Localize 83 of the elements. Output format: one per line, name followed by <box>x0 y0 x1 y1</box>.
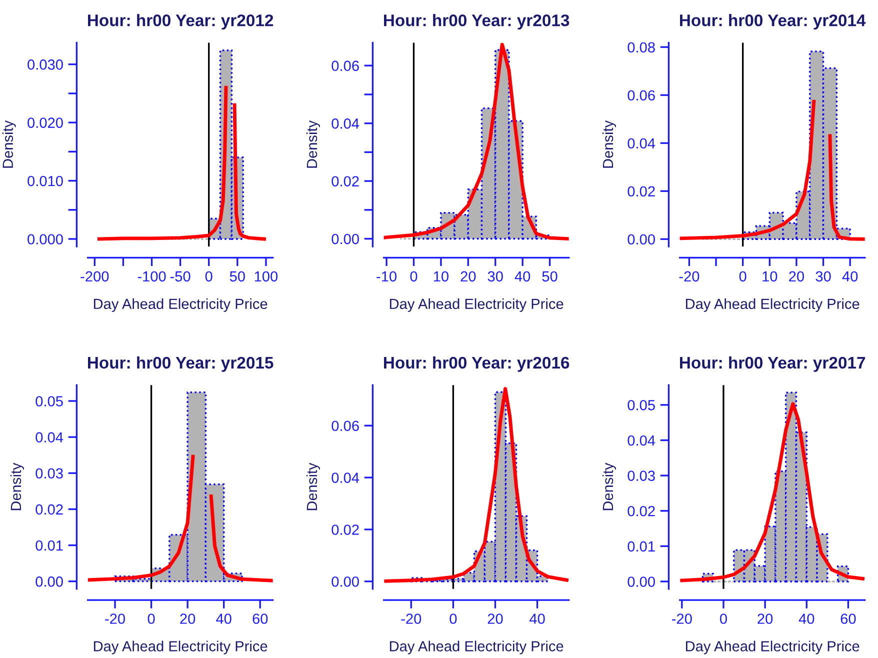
y-tick-label: 0.03 <box>628 470 655 481</box>
x-tick-label: 20 <box>460 271 476 282</box>
x-axis-title: Day Ahead Electricity Price <box>686 298 860 312</box>
chart-title: Hour: hr00 Year: yr2017 <box>680 356 866 372</box>
x-tick-label: 40 <box>842 271 858 282</box>
y-tick-label: 0.010 <box>28 176 63 186</box>
x-tick-label: 60 <box>252 614 268 624</box>
y-tick-label: 0.02 <box>332 524 359 535</box>
y-tick-label: 0.04 <box>628 138 656 149</box>
x-tick-label: 40 <box>514 271 530 282</box>
y-axis-title: Density <box>10 462 24 510</box>
y-tick-label: 0.000 <box>28 234 63 244</box>
x-tick-label: 50 <box>230 271 245 282</box>
y-axis-title: Density <box>2 120 16 168</box>
line-series <box>680 402 864 582</box>
y-tick-label: 0.05 <box>628 400 655 410</box>
y-tick-label: 0.00 <box>628 576 655 587</box>
x-tick-label: 60 <box>840 614 856 624</box>
x-tick-label: -100 <box>138 271 166 282</box>
x-tick-label: 0 <box>720 614 727 624</box>
y-axis-title: Density <box>306 462 320 510</box>
y-tick-label: 0.08 <box>628 42 655 53</box>
x-tick-label: 10 <box>434 271 448 282</box>
x-tick-label: -10 <box>376 271 396 282</box>
y-tick-label: 0.00 <box>36 576 63 587</box>
y-tick-label: 0.06 <box>332 420 359 432</box>
x-tick-label: 40 <box>798 614 814 624</box>
x-tick-label: 20 <box>488 614 503 624</box>
x-axis-title: Day Ahead Electricity Price <box>94 298 268 312</box>
x-axis-title: Day Ahead Electricity Price <box>390 298 564 312</box>
y-tick-label: 0.06 <box>332 60 359 71</box>
x-tick-label: 30 <box>816 271 831 282</box>
y-tick-label: 0.02 <box>332 176 359 186</box>
y-tick-label: 0.02 <box>628 186 655 197</box>
x-tick-label: 40 <box>216 614 232 624</box>
y-tick-label: 0.01 <box>628 541 655 552</box>
chart-title: Hour: hr00 Year: yr2015 <box>88 356 274 372</box>
x-axis-title: Day Ahead Electricity Price <box>686 640 860 654</box>
y-tick-label: 0.04 <box>332 472 360 483</box>
chart-title: Hour: hr00 Year: yr2014 <box>680 14 866 30</box>
x-axis-title: Day Ahead Electricity Price <box>94 640 268 654</box>
x-tick-label: 50 <box>542 271 558 282</box>
x-axis-title: Day Ahead Electricity Price <box>390 640 564 654</box>
x-tick-label: -20 <box>679 271 700 282</box>
y-tick-label: 0.00 <box>332 234 359 244</box>
y-axis-title: Density <box>306 120 320 168</box>
y-tick-label: 0.00 <box>628 234 655 245</box>
chart-title: Hour: hr00 Year: yr2013 <box>384 14 570 30</box>
x-tick-label: 40 <box>530 614 545 624</box>
x-tick-label: 20 <box>180 614 196 624</box>
x-tick-label: -20 <box>672 614 692 624</box>
x-tick-label: -50 <box>170 271 190 282</box>
y-tick-label: 0.03 <box>36 468 63 479</box>
x-tick-label: 0 <box>205 271 212 282</box>
chart-title: Hour: hr00 Year: yr2016 <box>384 356 570 372</box>
x-tick-label: 0 <box>410 271 418 282</box>
x-tick-label: 20 <box>789 271 804 282</box>
y-tick-label: 0.030 <box>28 59 63 70</box>
x-tick-label: 30 <box>488 271 503 282</box>
y-axis-title: Density <box>602 120 616 168</box>
y-tick-label: 0.05 <box>36 396 63 406</box>
y-tick-label: 0.020 <box>28 118 63 128</box>
x-tick-label: 0 <box>148 614 155 624</box>
x-tick-label: 10 <box>762 271 778 282</box>
y-tick-label: 0.02 <box>36 504 63 515</box>
line-series <box>384 42 569 240</box>
x-tick-label: 20 <box>758 614 773 624</box>
y-tick-label: 0.04 <box>628 435 656 446</box>
x-tick-label: -20 <box>401 614 422 624</box>
x-tick-label: 100 <box>254 271 278 282</box>
x-tick-label: 0 <box>739 271 746 282</box>
x-tick-label: 0 <box>450 614 457 624</box>
y-tick-label: 0.00 <box>332 576 359 587</box>
x-tick-label: -200 <box>80 271 109 282</box>
y-tick-label: 0.02 <box>628 506 655 516</box>
line-series <box>384 387 568 583</box>
y-tick-label: 0.04 <box>332 118 360 129</box>
y-axis-title: Density <box>602 462 616 510</box>
x-tick-label: -20 <box>105 614 125 624</box>
y-tick-label: 0.01 <box>36 540 63 551</box>
chart-title: Hour: hr00 Year: yr2012 <box>88 14 274 30</box>
y-tick-label: 0.06 <box>628 90 655 101</box>
y-tick-label: 0.04 <box>36 432 64 442</box>
